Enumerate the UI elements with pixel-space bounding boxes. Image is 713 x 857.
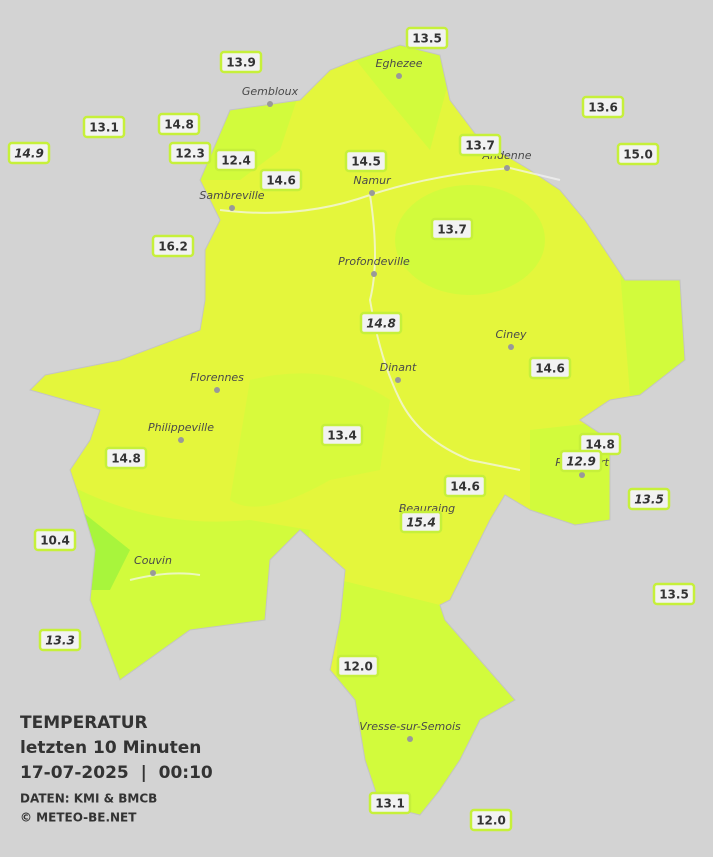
- city-name: Namur: [353, 174, 392, 187]
- station-box: [320, 423, 364, 447]
- city-name: Philippeville: [148, 421, 214, 434]
- station-value: 13.4: [327, 429, 357, 443]
- station-value: 13.9: [226, 56, 256, 70]
- station-box: [168, 141, 212, 165]
- station-value: 14.8: [585, 438, 615, 452]
- station-value: 13.3: [45, 634, 75, 648]
- station-value: 14.8: [164, 118, 194, 132]
- city-dot: [579, 472, 585, 478]
- station-value: 14.6: [450, 480, 480, 494]
- station-box: [33, 528, 77, 552]
- station-value: 14.9: [14, 147, 44, 161]
- station-box: [528, 356, 572, 380]
- station-value: 13.5: [659, 588, 689, 602]
- city-dot: [395, 377, 401, 383]
- city-name: Dinant: [380, 361, 417, 374]
- station-box: [443, 474, 487, 498]
- city-name: Sambreville: [199, 189, 264, 202]
- city-dot: [267, 101, 273, 107]
- station-box: [219, 50, 263, 74]
- station-box: [157, 112, 201, 136]
- station-box: [616, 142, 660, 166]
- station-value: 12.9: [566, 455, 596, 469]
- datetime: 17-07-2025 | 00:10: [20, 763, 213, 783]
- station-value: 10.4: [40, 534, 70, 548]
- station-value: 14.8: [366, 317, 396, 331]
- station-box: [104, 446, 148, 470]
- station-box: [458, 133, 502, 157]
- city-dot: [229, 205, 235, 211]
- city-name: Couvin: [134, 554, 172, 567]
- station-box: [38, 628, 82, 652]
- station-box: [652, 582, 696, 606]
- station-value: 13.1: [375, 797, 405, 811]
- station-value: 13.1: [89, 121, 119, 135]
- city-name: Florennes: [190, 371, 244, 384]
- station-value: 13.7: [437, 223, 467, 237]
- station-box: [430, 217, 474, 241]
- station-value: 15.4: [406, 516, 436, 530]
- station-box: [151, 234, 195, 258]
- station-value: 14.6: [535, 362, 565, 376]
- city-dot: [369, 190, 375, 196]
- title: TEMPERATUR: [20, 713, 148, 733]
- station-box: [359, 311, 403, 335]
- station-box: [469, 808, 513, 832]
- credit: © METEO-BE.NET: [20, 811, 137, 825]
- station-box: [368, 791, 412, 815]
- station-box: [627, 487, 671, 511]
- city-dot: [396, 73, 402, 79]
- station-value: 12.4: [221, 154, 251, 168]
- station-box: [336, 654, 380, 678]
- station-value: 16.2: [158, 240, 188, 254]
- station-box: [399, 510, 443, 534]
- city-dot: [371, 271, 377, 277]
- station-box: [405, 26, 449, 50]
- city-name: Vresse-sur-Semois: [359, 720, 461, 733]
- city-dot: [214, 387, 220, 393]
- station-value: 12.3: [175, 147, 205, 161]
- city-dot: [508, 344, 514, 350]
- station-box: [7, 141, 51, 165]
- station-value: 15.0: [623, 148, 653, 162]
- city-dot: [178, 437, 184, 443]
- station-box: [214, 148, 258, 172]
- station-box: [82, 115, 126, 139]
- station-value: 14.6: [266, 174, 296, 188]
- station-box: [581, 95, 625, 119]
- station-value: 13.6: [588, 101, 618, 115]
- station-value: 12.0: [343, 660, 373, 674]
- station-box: [559, 449, 603, 473]
- station-box: [259, 168, 303, 192]
- station-box: [344, 149, 388, 173]
- subtitle: letzten 10 Minuten: [20, 738, 201, 758]
- station-value: 14.8: [111, 452, 141, 466]
- station-value: 13.5: [634, 493, 664, 507]
- station-value: 12.0: [476, 814, 506, 828]
- source: DATEN: KMI & BMCB: [20, 792, 157, 806]
- station-value: 13.5: [412, 32, 442, 46]
- city-name: Gembloux: [242, 85, 299, 98]
- city-name: Eghezee: [376, 57, 423, 70]
- station-value: 14.5: [351, 155, 381, 169]
- city-name: Profondeville: [338, 255, 410, 268]
- city-dot: [150, 570, 156, 576]
- city-dot: [407, 736, 413, 742]
- city-dot: [504, 165, 510, 171]
- station-value: 13.7: [465, 139, 495, 153]
- city-name: Ciney: [496, 328, 527, 341]
